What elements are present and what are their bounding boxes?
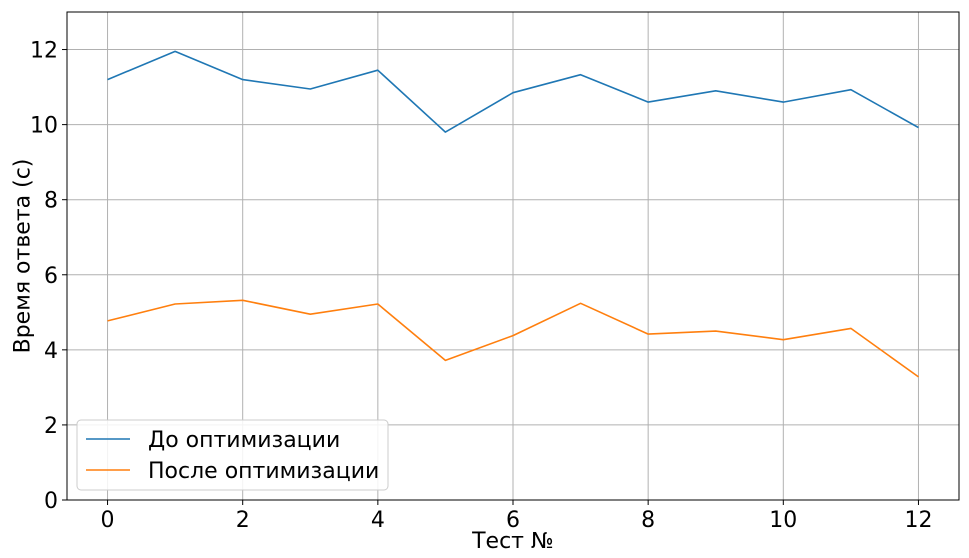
y-tick-label: 10	[30, 114, 58, 139]
y-tick-label: 12	[30, 39, 58, 64]
tick-labels: 0 2 4 6 8 10 12 0 2 4 6 8 10 12	[30, 39, 932, 533]
y-tick-label: 4	[44, 339, 58, 364]
series-line-0	[107, 50, 919, 133]
axis-ticks	[62, 49, 919, 505]
y-tick-label: 8	[44, 189, 58, 214]
legend-label-after: После оптимизации	[148, 459, 379, 484]
grid-lines	[67, 12, 959, 501]
legend-box	[76, 419, 389, 491]
series-lines	[107, 50, 919, 378]
x-tick-label: 12	[904, 508, 932, 533]
legend: До оптимизации После оптимизации	[76, 419, 389, 491]
x-tick-label: 0	[101, 508, 115, 533]
x-tick-label: 10	[769, 508, 797, 533]
x-tick-label: 6	[506, 508, 520, 533]
y-tick-label: 2	[44, 414, 58, 439]
series-line-1	[107, 299, 919, 378]
y-axis-label: Время ответа (с)	[11, 159, 36, 354]
y-tick-label: 0	[44, 489, 58, 514]
x-axis-label: Тест №	[471, 529, 554, 554]
x-tick-label: 2	[236, 508, 250, 533]
legend-label-before: До оптимизации	[148, 428, 340, 453]
x-tick-label: 4	[371, 508, 385, 533]
x-tick-label: 8	[641, 508, 655, 533]
y-tick-label: 6	[44, 264, 58, 289]
